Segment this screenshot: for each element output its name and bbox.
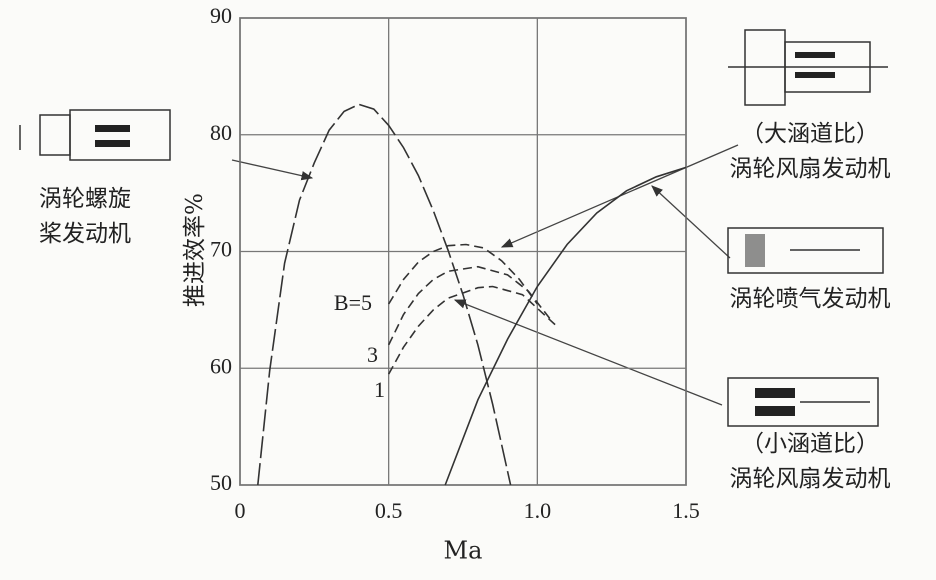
annotation: 涡轮螺旋 (39, 186, 131, 212)
x-tick-label: 1.0 (524, 498, 552, 523)
x-tick-label: 0 (235, 498, 246, 523)
y-axis-label: 推进效率% (182, 193, 208, 307)
series-line (388, 243, 538, 305)
low-bypass-icon (727, 377, 879, 427)
turboprop-icon (19, 109, 171, 161)
x-tick-label: 0.5 (375, 498, 403, 523)
y-tick-label: 60 (210, 353, 232, 378)
y-tick-label: 70 (210, 237, 232, 262)
series-label: 1 (374, 377, 385, 402)
turbojet-icon (727, 227, 884, 274)
x-tick-label: 1.5 (672, 498, 700, 523)
annotation: 桨发动机 (39, 221, 131, 247)
annotation: 涡轮喷气发动机 (730, 286, 891, 312)
annotation: （小涵道比） (741, 431, 879, 457)
arrow (453, 299, 723, 406)
annotation: 涡轮风扇发动机 (730, 156, 891, 182)
series-label: 3 (367, 342, 378, 367)
x-axis-label: Ma (444, 537, 483, 565)
y-tick-label: 50 (210, 470, 232, 495)
series-line (387, 265, 553, 346)
series-line (257, 103, 512, 486)
series-label: B=5 (334, 290, 372, 315)
y-tick-label: 80 (210, 120, 232, 145)
series-line (444, 166, 687, 486)
annotation: 涡轮风扇发动机 (730, 466, 891, 492)
arrows (231, 144, 739, 406)
arrow (231, 159, 314, 181)
annotation: （大涵道比） (741, 121, 879, 147)
arrow (651, 185, 731, 259)
y-tick-label: 90 (210, 3, 232, 28)
high-bypass-icon (728, 29, 888, 106)
